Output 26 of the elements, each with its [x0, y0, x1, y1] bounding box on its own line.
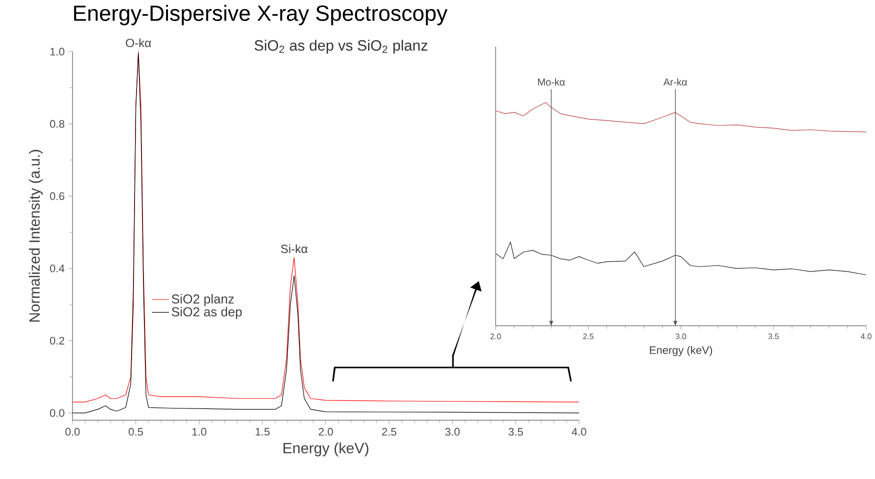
y-tick-label: 0.2 — [50, 336, 64, 345]
x-tick-label: 0.5 — [128, 428, 143, 436]
chart-title: Energy-Dispersive X-ray Spectroscopy — [74, 5, 448, 26]
y-tick-label: 1.0 — [50, 48, 64, 56]
x-tick-label: 3.5 — [508, 428, 523, 436]
annotation: O-kα — [126, 38, 152, 48]
y-tick-label: 0.8 — [50, 120, 64, 128]
legend-label: SiO2 planz — [172, 294, 234, 306]
x-tick-label: 0.0 — [65, 428, 80, 436]
x-tick-label: 2.0 — [318, 428, 333, 436]
y-axis-title: Normalized Intensity (a.u.) — [28, 150, 43, 322]
ref-line-label: Mo-kα — [538, 78, 565, 86]
ref-line-label: Ar-kα — [663, 78, 688, 86]
y-tick-label: 0.6 — [50, 192, 64, 200]
chart-subtitle: SiO$_{2}$ as dep vs SiO$_{2}$ planz — [254, 40, 428, 54]
annotation: Si-kα — [280, 244, 308, 254]
x-tick-label: 1.0 — [192, 428, 206, 436]
x-tick-label: 3.0 — [445, 428, 460, 436]
x-tick-label: 2.5 — [382, 428, 396, 436]
y-tick-label: 0.0 — [50, 409, 64, 417]
x-tick-label: 4.0 — [572, 428, 586, 436]
y-tick-label: 0.4 — [50, 264, 64, 272]
x-tick-label: 1.5 — [256, 428, 270, 436]
legend-label: SiO2 as dep — [172, 307, 242, 320]
x-axis-title: Energy (keV) — [650, 346, 712, 356]
x-axis-title: Energy (keV) — [284, 442, 368, 456]
